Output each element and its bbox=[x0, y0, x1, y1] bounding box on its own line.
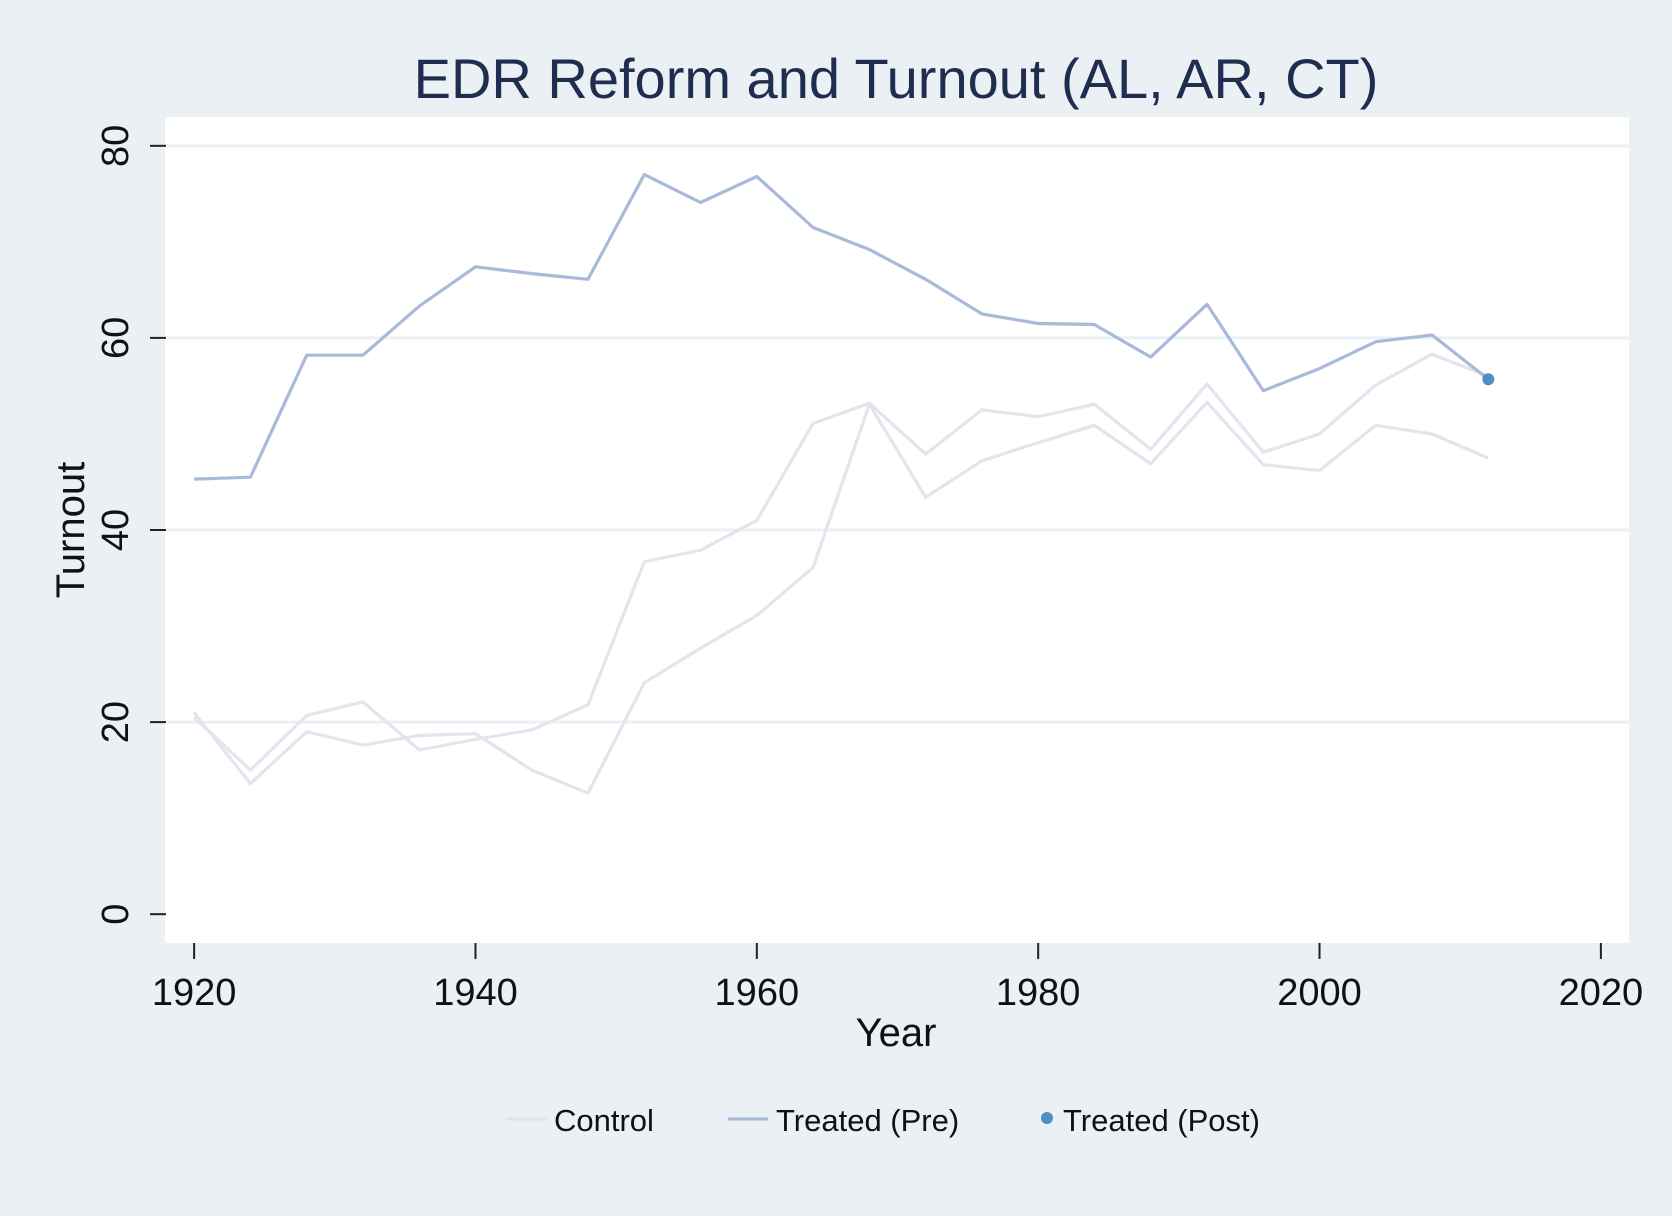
series-point-treated-post bbox=[1482, 373, 1495, 386]
legend-control: Control bbox=[506, 1103, 654, 1138]
y-tick-label: 60 bbox=[95, 317, 137, 359]
series-line-control bbox=[192, 400, 1489, 795]
legend: Control Treated (Pre) Treated (Post) bbox=[506, 1103, 1260, 1138]
series-line-treated-pre bbox=[194, 173, 1490, 481]
x-tick-label: 1980 bbox=[996, 972, 1081, 1014]
x-tick-label: 1940 bbox=[433, 972, 518, 1014]
x-tick-label: 1960 bbox=[715, 972, 800, 1014]
data-series bbox=[192, 173, 1495, 795]
x-tick-label: 1920 bbox=[152, 972, 237, 1014]
legend-treated-post: Treated (Post) bbox=[1041, 1103, 1260, 1138]
gridlines bbox=[166, 144, 1629, 724]
y-tick-label: 20 bbox=[95, 701, 137, 743]
legend-treated-pre: Treated (Pre) bbox=[728, 1103, 959, 1138]
legend-control-label: Control bbox=[554, 1103, 654, 1138]
y-tick-label: 0 bbox=[95, 904, 137, 925]
y-tick-label: 80 bbox=[95, 125, 137, 167]
legend-treated-post-key bbox=[1041, 1112, 1053, 1124]
series-line-control bbox=[193, 352, 1489, 772]
x-tick-label: 2020 bbox=[1559, 972, 1644, 1014]
legend-treated-pre-label: Treated (Pre) bbox=[776, 1103, 959, 1138]
x-tick-label: 2000 bbox=[1277, 972, 1362, 1014]
y-tick-label: 40 bbox=[95, 509, 137, 551]
x-axis-title: Year bbox=[856, 1011, 937, 1055]
axes: 0 20 40 60 80 1920 1940 1960 1980 2000 2020 bbox=[95, 117, 1643, 1014]
chart-title: EDR Reform and Turnout (AL, AR, CT) bbox=[414, 47, 1379, 110]
legend-treated-post-label: Treated (Post) bbox=[1063, 1103, 1260, 1138]
y-axis-title: Turnout bbox=[49, 462, 93, 598]
